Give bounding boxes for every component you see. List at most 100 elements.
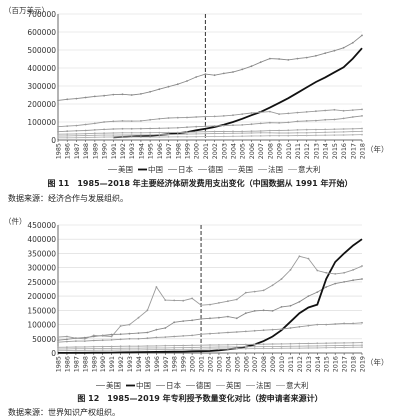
data-point-germany bbox=[342, 117, 345, 120]
data-point-japan bbox=[307, 257, 310, 260]
data-point-germany bbox=[241, 124, 244, 126]
data-point-usa bbox=[241, 68, 244, 71]
data-point-germany bbox=[84, 129, 87, 132]
x-tick-label: 2005 bbox=[233, 356, 241, 372]
data-point-germany bbox=[259, 122, 262, 125]
x-tick-label: 2012 bbox=[296, 356, 304, 372]
data-point-germany bbox=[343, 322, 345, 325]
data-point-germany bbox=[244, 330, 247, 333]
data-point-france bbox=[315, 128, 317, 131]
data-point-usa bbox=[167, 85, 170, 88]
data-point-usa bbox=[149, 90, 152, 93]
data-point-uk bbox=[101, 347, 104, 350]
data-point-france bbox=[298, 342, 301, 345]
data-point-uk bbox=[66, 348, 68, 350]
data-point-uk bbox=[351, 130, 354, 133]
data-point-france bbox=[296, 129, 299, 131]
x-tick-label: 1995 bbox=[147, 143, 155, 159]
data-point-japan bbox=[176, 116, 179, 119]
y-tick-label: 250000 bbox=[27, 278, 56, 287]
x-tick-label: 2009 bbox=[269, 356, 277, 372]
data-point-uk bbox=[307, 345, 310, 347]
data-point-uk bbox=[315, 131, 317, 134]
data-point-italy bbox=[227, 348, 229, 350]
data-point-italy bbox=[128, 349, 131, 351]
data-point-usa bbox=[278, 58, 280, 60]
data-point-uk bbox=[182, 346, 185, 349]
data-point-france bbox=[191, 344, 194, 347]
data-point-uk bbox=[316, 345, 319, 347]
data-point-germany bbox=[334, 323, 337, 325]
data-point-germany bbox=[209, 332, 211, 335]
x-axis-label: （年） bbox=[366, 357, 389, 367]
legend-label-germany: 德国 bbox=[196, 380, 211, 390]
data-point-uk bbox=[92, 347, 95, 350]
data-point-france bbox=[280, 343, 283, 345]
y-tick-label: 100000 bbox=[27, 321, 56, 330]
data-point-japan bbox=[191, 297, 194, 300]
data-point-uk bbox=[149, 133, 152, 136]
data-point-usa bbox=[325, 286, 328, 288]
data-point-uk bbox=[121, 134, 124, 136]
data-point-uk bbox=[287, 132, 290, 134]
data-point-japan bbox=[280, 278, 283, 280]
x-tick-label: 2006 bbox=[248, 143, 256, 159]
data-point-france bbox=[222, 130, 225, 133]
data-point-usa bbox=[222, 72, 225, 75]
x-tick-label: 1990 bbox=[101, 143, 109, 159]
legend-label-japan: 日本 bbox=[166, 380, 181, 390]
data-point-usa bbox=[250, 65, 253, 68]
data-point-usa bbox=[298, 300, 301, 303]
data-point-japan bbox=[241, 113, 244, 115]
data-point-usa bbox=[305, 56, 308, 59]
data-point-germany bbox=[213, 125, 216, 127]
data-point-germany bbox=[298, 325, 301, 328]
x-tick-label: 2015 bbox=[331, 143, 339, 159]
data-point-japan bbox=[66, 335, 68, 338]
x-tick-label: 2008 bbox=[266, 143, 274, 159]
data-point-uk bbox=[84, 134, 87, 137]
data-point-france bbox=[128, 345, 131, 348]
data-point-germany bbox=[176, 126, 179, 129]
data-point-japan bbox=[271, 284, 274, 287]
x-tick-label: 2019 bbox=[359, 356, 367, 372]
data-point-france bbox=[307, 342, 310, 345]
series-line-china bbox=[113, 47, 363, 139]
data-point-usa bbox=[182, 320, 185, 322]
data-point-germany bbox=[101, 339, 104, 342]
data-point-germany bbox=[164, 336, 167, 338]
x-tick-label: 2000 bbox=[193, 143, 201, 159]
data-point-uk bbox=[75, 347, 77, 350]
data-point-italy bbox=[149, 136, 152, 139]
data-point-france bbox=[110, 345, 113, 348]
data-point-uk bbox=[195, 133, 198, 135]
y-tick-label: 200000 bbox=[27, 100, 56, 109]
data-point-italy bbox=[280, 347, 283, 350]
data-point-italy bbox=[250, 135, 253, 137]
data-point-italy bbox=[343, 346, 345, 349]
series-line-italy bbox=[58, 134, 363, 139]
x-tick-label: 1993 bbox=[128, 143, 136, 159]
data-point-usa bbox=[173, 321, 176, 324]
data-point-japan bbox=[209, 303, 211, 306]
x-tick-label: 1998 bbox=[174, 143, 182, 159]
data-point-japan bbox=[137, 316, 140, 319]
data-point-italy bbox=[253, 347, 256, 350]
data-point-germany bbox=[182, 335, 185, 337]
data-point-japan bbox=[92, 334, 95, 337]
data-point-japan bbox=[57, 125, 59, 128]
y-tick-label: 400000 bbox=[27, 64, 56, 73]
data-point-germany bbox=[146, 337, 149, 340]
data-point-france bbox=[140, 131, 142, 134]
data-point-italy bbox=[140, 136, 142, 139]
data-point-germany bbox=[296, 120, 299, 123]
data-point-italy bbox=[92, 349, 95, 352]
data-point-france bbox=[83, 346, 86, 348]
data-point-france bbox=[333, 128, 336, 131]
data-point-usa bbox=[259, 61, 262, 64]
y-tick-label: 100000 bbox=[27, 118, 56, 127]
data-point-italy bbox=[182, 348, 185, 351]
x-tick-label: 2018 bbox=[359, 143, 367, 159]
data-point-italy bbox=[361, 133, 363, 136]
data-point-italy bbox=[83, 349, 86, 352]
